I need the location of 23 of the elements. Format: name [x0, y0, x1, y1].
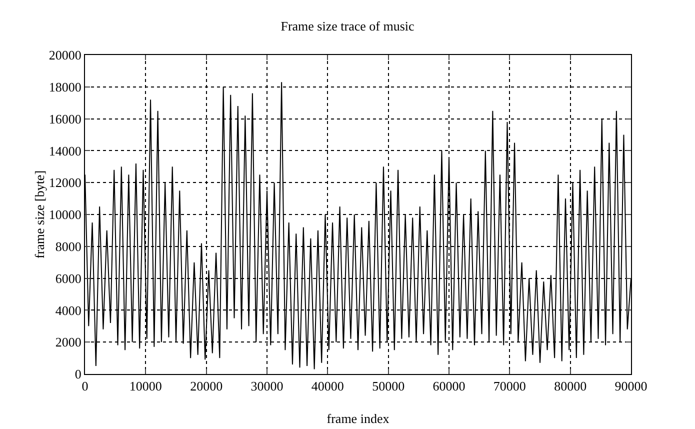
y-tick-label: 18000 — [48, 79, 82, 94]
y-tick-label: 2000 — [55, 334, 82, 350]
x-tick-label: 10000 — [129, 378, 162, 394]
y-axis-title: frame size [byte] — [32, 170, 47, 259]
y-tick-label: 14000 — [48, 143, 82, 158]
y-tick-label: 4000 — [55, 302, 82, 318]
y-tick-label: 12000 — [48, 175, 82, 190]
x-tick-label: 90000 — [614, 378, 648, 394]
x-tick-label: 60000 — [432, 378, 466, 394]
y-tick-label: 0 — [74, 366, 82, 382]
y-tick-label: 16000 — [48, 111, 82, 126]
chart-title: Frame size trace of music — [280, 18, 415, 34]
x-tick-label: 30000 — [250, 378, 284, 394]
y-tick-label: 6000 — [55, 270, 82, 286]
x-axis-title: frame index — [326, 411, 390, 426]
x-tick-label: 20000 — [190, 378, 223, 394]
x-tick-label: 50000 — [372, 378, 405, 394]
x-tick-label: 70000 — [493, 378, 526, 394]
y-tick-label: 20000 — [48, 48, 82, 63]
x-tick-label: 40000 — [311, 378, 344, 394]
y-tick-label: 10000 — [48, 207, 82, 222]
x-tick-label: 80000 — [554, 378, 587, 394]
y-tick-label: 8000 — [55, 238, 82, 254]
